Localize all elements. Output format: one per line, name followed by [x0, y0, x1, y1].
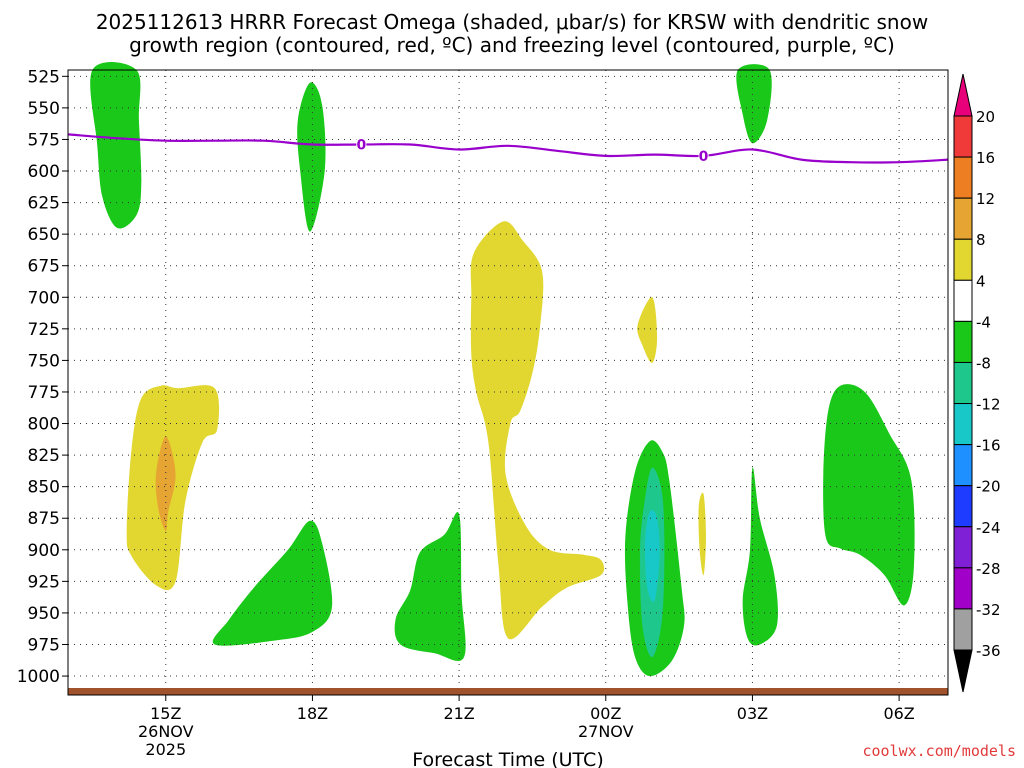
- plot-area: 00: [67, 62, 949, 696]
- omega-region-13: [698, 492, 706, 576]
- colorbar-band--12--8: [953, 361, 973, 405]
- colorbar-band--20--16: [953, 444, 973, 487]
- x-axis-label: Forecast Time (UTC): [412, 749, 603, 768]
- y-tick-label-850: 850: [28, 478, 60, 498]
- colorbar-band-8-12: [953, 197, 973, 240]
- y-tick-label-625: 625: [28, 194, 60, 214]
- y-tick-label-750: 750: [28, 351, 60, 371]
- y-tick-label-925: 925: [28, 572, 60, 592]
- x-tick-label-06Z: 06Z: [883, 704, 914, 723]
- freezing-level-line: [67, 133, 949, 164]
- colorbar-band--36--32: [953, 608, 973, 651]
- colorbar-label-9: -20: [976, 478, 1001, 496]
- x-tick-label-15Z: 15Z: [150, 704, 181, 723]
- omega-region-12: [637, 297, 658, 363]
- colorbar-band--8--4: [953, 320, 973, 363]
- grid-lines: [68, 70, 948, 695]
- omega-region-14: [155, 436, 176, 531]
- colorbar-bottom-triangle: [953, 649, 973, 693]
- y-tick-label-650: 650: [28, 225, 60, 245]
- y-tick-label-825: 825: [28, 446, 60, 466]
- colorbar-label-10: -24: [976, 519, 1001, 537]
- contour-label-bg-1: [698, 147, 709, 163]
- omega-region-6: [742, 467, 778, 646]
- y-tick-label-675: 675: [28, 257, 60, 277]
- ground-strip: [68, 688, 948, 695]
- y-tick-label-725: 725: [28, 320, 60, 340]
- y-tick-label-600: 600: [28, 162, 60, 182]
- chart-title-line-2: growth region (contoured, red, ºC) and f…: [129, 33, 895, 57]
- colorbar-label-0: 20: [976, 108, 995, 126]
- x-tick-label-03Z: 03Z: [737, 704, 768, 723]
- colorbar-label-7: -12: [976, 396, 1001, 414]
- x-tick-date-15Z: 26NOV: [138, 722, 194, 741]
- y-axis-ticks: 525 550 575 600 625 650 675 700 725 750 775 800 825 8…: [17, 67, 68, 687]
- colorbar-band-4-8: [953, 238, 973, 281]
- colorbar-band--24--20: [953, 485, 973, 528]
- omega-region-9: [644, 510, 660, 602]
- x-tick-label-21Z: 21Z: [443, 704, 474, 723]
- y-tick-label-525: 525: [28, 67, 60, 87]
- y-tick-label-800: 800: [28, 415, 60, 435]
- y-tick-label-575: 575: [28, 130, 60, 150]
- credit-text: coolwx.com/models: [862, 742, 1016, 760]
- x-tick-label-18Z: 18Z: [297, 704, 328, 723]
- colorbar-label-8: -16: [976, 437, 1001, 455]
- y-tick-label-950: 950: [28, 604, 60, 624]
- colorbar-label-5: -4: [976, 313, 991, 331]
- colorbar-label-4: 4: [976, 272, 986, 290]
- omega-region-0: [90, 62, 142, 229]
- omega-region-11: [470, 221, 605, 640]
- x-tick-label-00Z: 00Z: [590, 704, 621, 723]
- colorbar-band-12-16: [953, 156, 973, 199]
- colorbar-label-1: 16: [976, 149, 995, 167]
- colorbar-label-6: -8: [976, 354, 991, 372]
- colorbar: 20 16 12 8 4 -4 -8 -12 -16 -20 -24 -28 -32 -36: [953, 73, 1001, 693]
- colorbar-label-2: 12: [976, 190, 995, 208]
- y-tick-label-1000: 1000: [17, 667, 60, 687]
- colorbar-label-13: -36: [976, 642, 1001, 660]
- omega-region-3: [212, 520, 333, 646]
- colorbar-label-11: -28: [976, 560, 1001, 578]
- x-tick-year-15Z: 2025: [145, 740, 186, 759]
- contour-label-1: 0: [699, 149, 709, 165]
- colorbar-band--4-4: [953, 279, 973, 322]
- omega-region-4: [394, 512, 466, 662]
- y-tick-label-975: 975: [28, 635, 60, 655]
- chart-title-line-1: 2025112613 HRRR Forecast Omega (shaded, …: [96, 10, 928, 34]
- colorbar-label-12: -32: [976, 601, 1001, 619]
- y-tick-label-700: 700: [28, 288, 60, 308]
- y-tick-label-875: 875: [28, 509, 60, 529]
- plot-frame: [67, 69, 949, 696]
- omega-region-2: [736, 64, 772, 144]
- omega-region-7: [823, 384, 915, 606]
- freezing-level-contour: 00: [67, 133, 949, 165]
- omega-region-1: [297, 82, 326, 232]
- contour-label-0: 0: [356, 137, 366, 153]
- x-tick-date-00Z: 27NOV: [578, 722, 634, 741]
- omega-shaded-regions: [90, 62, 915, 677]
- y-tick-label-900: 900: [28, 541, 60, 561]
- colorbar-band--28--24: [953, 526, 973, 569]
- colorbar-band--32--28: [953, 567, 973, 610]
- colorbar-band-16-20: [953, 115, 973, 158]
- colorbar-label-3: 8: [976, 231, 986, 249]
- y-tick-label-550: 550: [28, 99, 60, 119]
- colorbar-band--16--12: [953, 403, 973, 446]
- y-tick-label-775: 775: [28, 383, 60, 403]
- contour-label-bg-0: [356, 136, 367, 152]
